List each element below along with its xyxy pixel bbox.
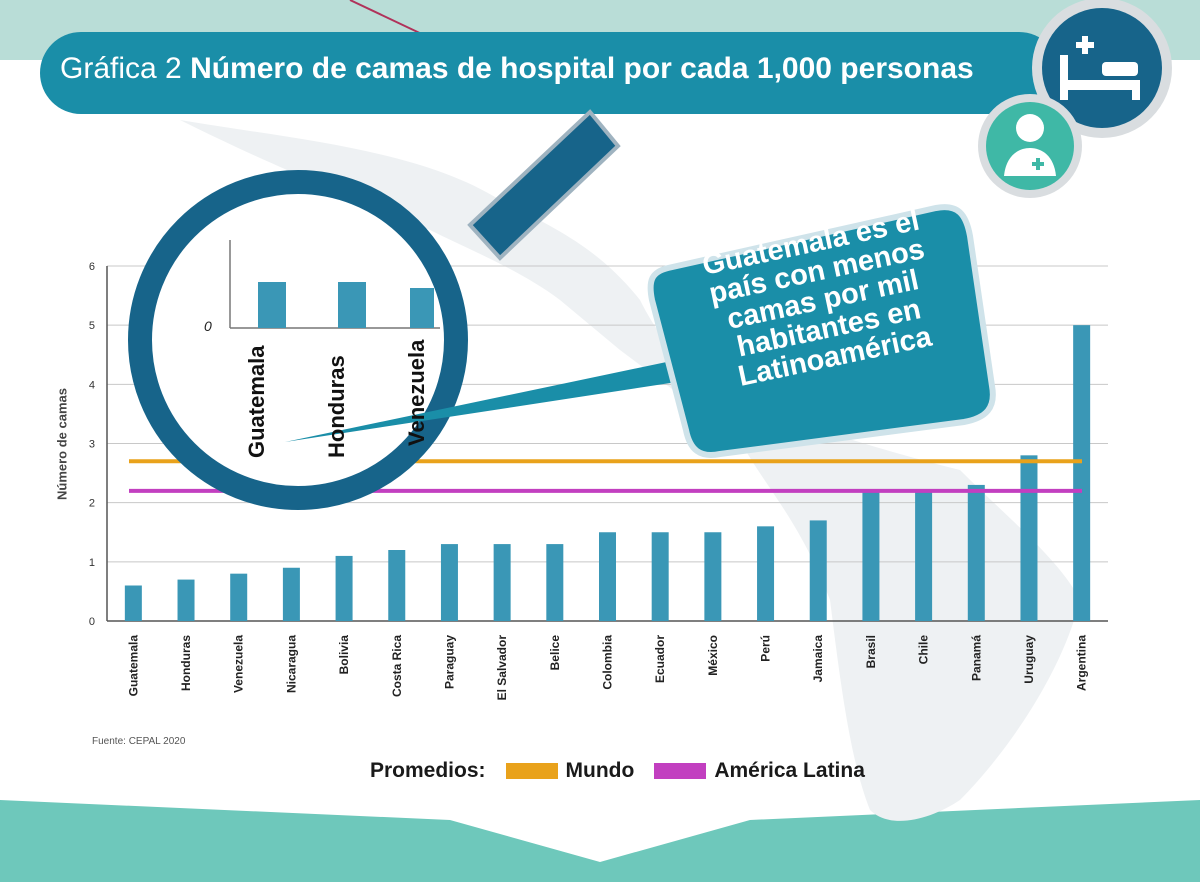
y-tick-label: 5 (89, 320, 95, 332)
legend: Promedios: Mundo América Latina (370, 756, 865, 786)
chart-title: Gráfica 2 Número de camas de hospital po… (60, 52, 974, 86)
bar-11 (704, 532, 722, 621)
bar-1 (177, 579, 195, 621)
y-tick-label: 0 (89, 616, 95, 628)
doctor-body-icon (1004, 148, 1056, 176)
title-prefix: Gráfica 2 (60, 52, 182, 85)
x-tick-label: Uruguay (1022, 635, 1036, 684)
zoom-bar-venezuela (410, 288, 434, 328)
bar-16 (967, 484, 985, 621)
zoom-zero-label: 0 (204, 318, 212, 334)
magnifier-handle (467, 109, 621, 261)
x-tick-label: Argentina (1075, 635, 1089, 691)
bar-0 (124, 585, 142, 621)
title-main: Número de camas de hospital por cada 1,0… (190, 52, 974, 85)
medical-cross-icon (1076, 36, 1094, 54)
bed-frame-icon (1060, 55, 1140, 100)
x-tick-label: Honduras (179, 635, 193, 691)
zoom-bar-guatemala (258, 282, 286, 328)
x-tick-label: Costa Rica (390, 635, 404, 697)
callout-bubble (647, 204, 996, 458)
y-tick-label: 2 (89, 498, 95, 510)
bar-4 (335, 555, 353, 621)
legend-label-world: Mundo (565, 759, 635, 782)
x-tick-label: Colombia (601, 635, 615, 690)
zoom-label-honduras: Honduras (324, 355, 349, 458)
bar-7 (493, 544, 511, 621)
x-tick-label: Perú (759, 635, 773, 662)
zoom-label-guatemala: Guatemala (244, 345, 269, 459)
bar-5 (388, 550, 406, 621)
x-tick-label: México (706, 635, 720, 676)
x-tick-label: Panamá (969, 635, 983, 681)
bar-10 (651, 532, 669, 621)
bar-2 (230, 573, 248, 621)
x-tick-label: Belice (548, 635, 562, 671)
pillow-icon (1102, 62, 1138, 76)
legend-swatch-latam (654, 763, 707, 779)
bar-17 (1020, 455, 1038, 621)
bar-14 (862, 490, 880, 621)
y-tick-label: 1 (89, 557, 95, 569)
bar-15 (915, 490, 933, 621)
legend-title: Promedios: (370, 759, 486, 782)
bar-12 (757, 526, 775, 621)
magnifier-lens (128, 170, 468, 510)
y-tick-label: 6 (89, 261, 95, 273)
bar-6 (440, 544, 458, 621)
y-tick-label: 3 (89, 439, 95, 451)
zoom-bar-honduras (338, 282, 366, 328)
x-tick-label: Jamaica (811, 635, 825, 683)
bar-3 (282, 567, 300, 621)
bar-8 (546, 544, 564, 621)
x-tick-label: El Salvador (495, 635, 509, 701)
x-tick-label: Ecuador (653, 635, 667, 683)
doctor-cross-icon (1032, 158, 1044, 170)
continent-map (180, 120, 1080, 821)
legend-swatch-world (505, 763, 558, 779)
zoom-label-venezuela: Venezuela (404, 339, 429, 446)
x-tick-label: Bolivia (337, 635, 351, 675)
bar-13 (809, 520, 827, 621)
source-note: Fuente: CEPAL 2020 (92, 736, 186, 747)
callout-pointer (285, 355, 742, 442)
x-tick-label: Venezuela (232, 635, 246, 693)
y-tick-label: 4 (89, 379, 95, 391)
x-tick-label: Chile (917, 635, 931, 665)
bar-9 (599, 532, 616, 621)
doctor-head-icon (1016, 114, 1044, 142)
x-tick-label: Nicaragua (284, 635, 298, 693)
legend-label-latam: América Latina (714, 759, 865, 782)
bar-18 (1073, 325, 1091, 621)
x-tick-label: Paraguay (442, 635, 456, 689)
x-tick-label: Guatemala (126, 635, 140, 697)
title-bar (40, 32, 1060, 114)
x-tick-label: Brasil (864, 635, 878, 668)
